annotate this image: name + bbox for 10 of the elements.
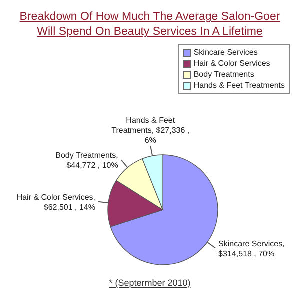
data-label: Hair & Color Services, $62,501 , 14% (16, 192, 96, 212)
legend-label: Hands & Feet Treatments (194, 80, 285, 91)
data-label: Hands & Feet Treatments, $27,336 , 6% (112, 116, 190, 146)
legend-label: Body Treatments (194, 69, 254, 80)
chart-title: Breakdown Of How Much The Average Salon-Goer Will Spend On Beauty Services In A Lifetime (18, 10, 282, 40)
data-label: Body Treatments, $44,772 , 10% (56, 151, 118, 170)
text: * (Septermber 2010) (108, 278, 192, 288)
data-label: Skincare Services, $314,518 , 70% (218, 239, 285, 258)
legend-label: Skincare Services (194, 47, 258, 58)
legend-label: Hair & Color Services (194, 58, 270, 69)
